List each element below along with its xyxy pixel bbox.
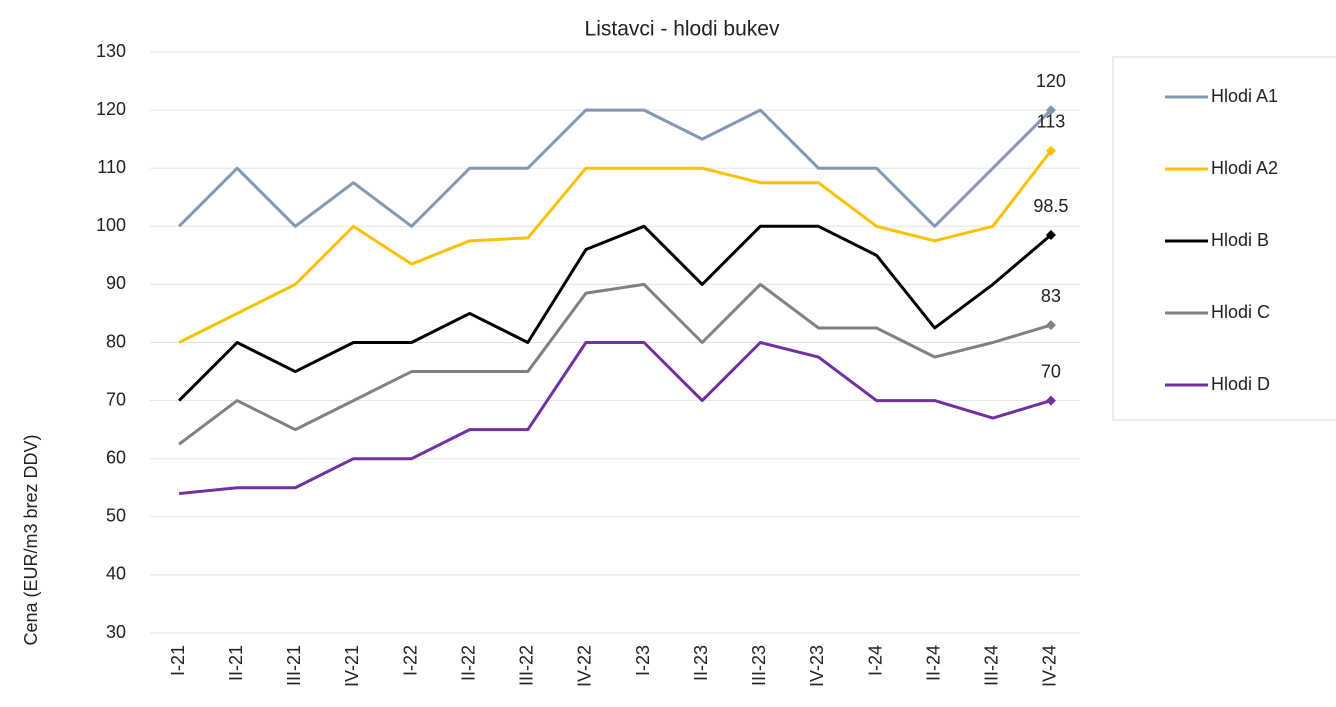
y-tick-label: 90 (106, 273, 126, 293)
legend-label: Hlodi A1 (1211, 86, 1278, 106)
end-marker (1045, 105, 1056, 116)
x-tick-label: II-23 (691, 645, 711, 681)
x-tick-label: I-23 (633, 645, 653, 676)
x-tick-label: II-22 (458, 645, 478, 681)
y-tick-label: 80 (106, 331, 126, 351)
x-tick-label: III-22 (517, 645, 537, 686)
data-label: 83 (1041, 286, 1061, 306)
y-tick-label: 50 (106, 506, 126, 526)
y-tick-label: 110 (97, 157, 126, 177)
data-label: 113 (1037, 112, 1066, 132)
series-line (178, 108, 1052, 228)
x-tick-label: I-24 (865, 645, 885, 676)
series-line (178, 224, 1052, 402)
x-tick-label: IV-23 (807, 645, 827, 687)
end-marker (1045, 230, 1056, 241)
y-tick-label: 100 (96, 215, 126, 235)
legend-label: Hlodi B (1211, 230, 1269, 250)
x-tick-label: I-21 (168, 645, 188, 676)
series-line (178, 282, 1052, 446)
end-marker (1045, 395, 1056, 406)
y-tick-label: 60 (106, 447, 126, 467)
chart-title: Listavci - hlodi bukev (585, 18, 780, 41)
legend-label: Hlodi A2 (1211, 158, 1278, 178)
x-tick-label: III-23 (749, 645, 769, 686)
legend-label: Hlodi C (1211, 302, 1270, 322)
legend-label: Hlodi D (1211, 374, 1270, 394)
data-label: 70 (1041, 361, 1061, 381)
series-line (178, 341, 1052, 496)
data-label: 120 (1036, 71, 1066, 91)
x-tick-label: III-24 (982, 645, 1002, 686)
end-marker (1045, 145, 1056, 156)
y-tick-label: 40 (106, 564, 126, 584)
x-tick-label: I-22 (400, 645, 420, 676)
y-tick-label: 130 (96, 41, 126, 61)
y-tick-label: 30 (106, 622, 126, 642)
y-tick-label: 70 (106, 389, 126, 409)
end-marker (1045, 320, 1056, 331)
x-tick-label: II-21 (226, 645, 246, 681)
x-tick-label: II-24 (923, 645, 943, 681)
x-tick-label: IV-24 (1040, 645, 1060, 687)
data-label: 98.5 (1033, 196, 1068, 216)
series-line (178, 149, 1053, 344)
x-tick-label: III-21 (284, 645, 304, 686)
x-tick-label: IV-22 (575, 645, 595, 687)
y-axis-label: Cena (EUR/m3 brez DDV) (21, 434, 41, 645)
y-tick-label: 120 (96, 99, 126, 119)
legend-box (1112, 56, 1336, 421)
x-tick-label: IV-21 (342, 645, 362, 687)
